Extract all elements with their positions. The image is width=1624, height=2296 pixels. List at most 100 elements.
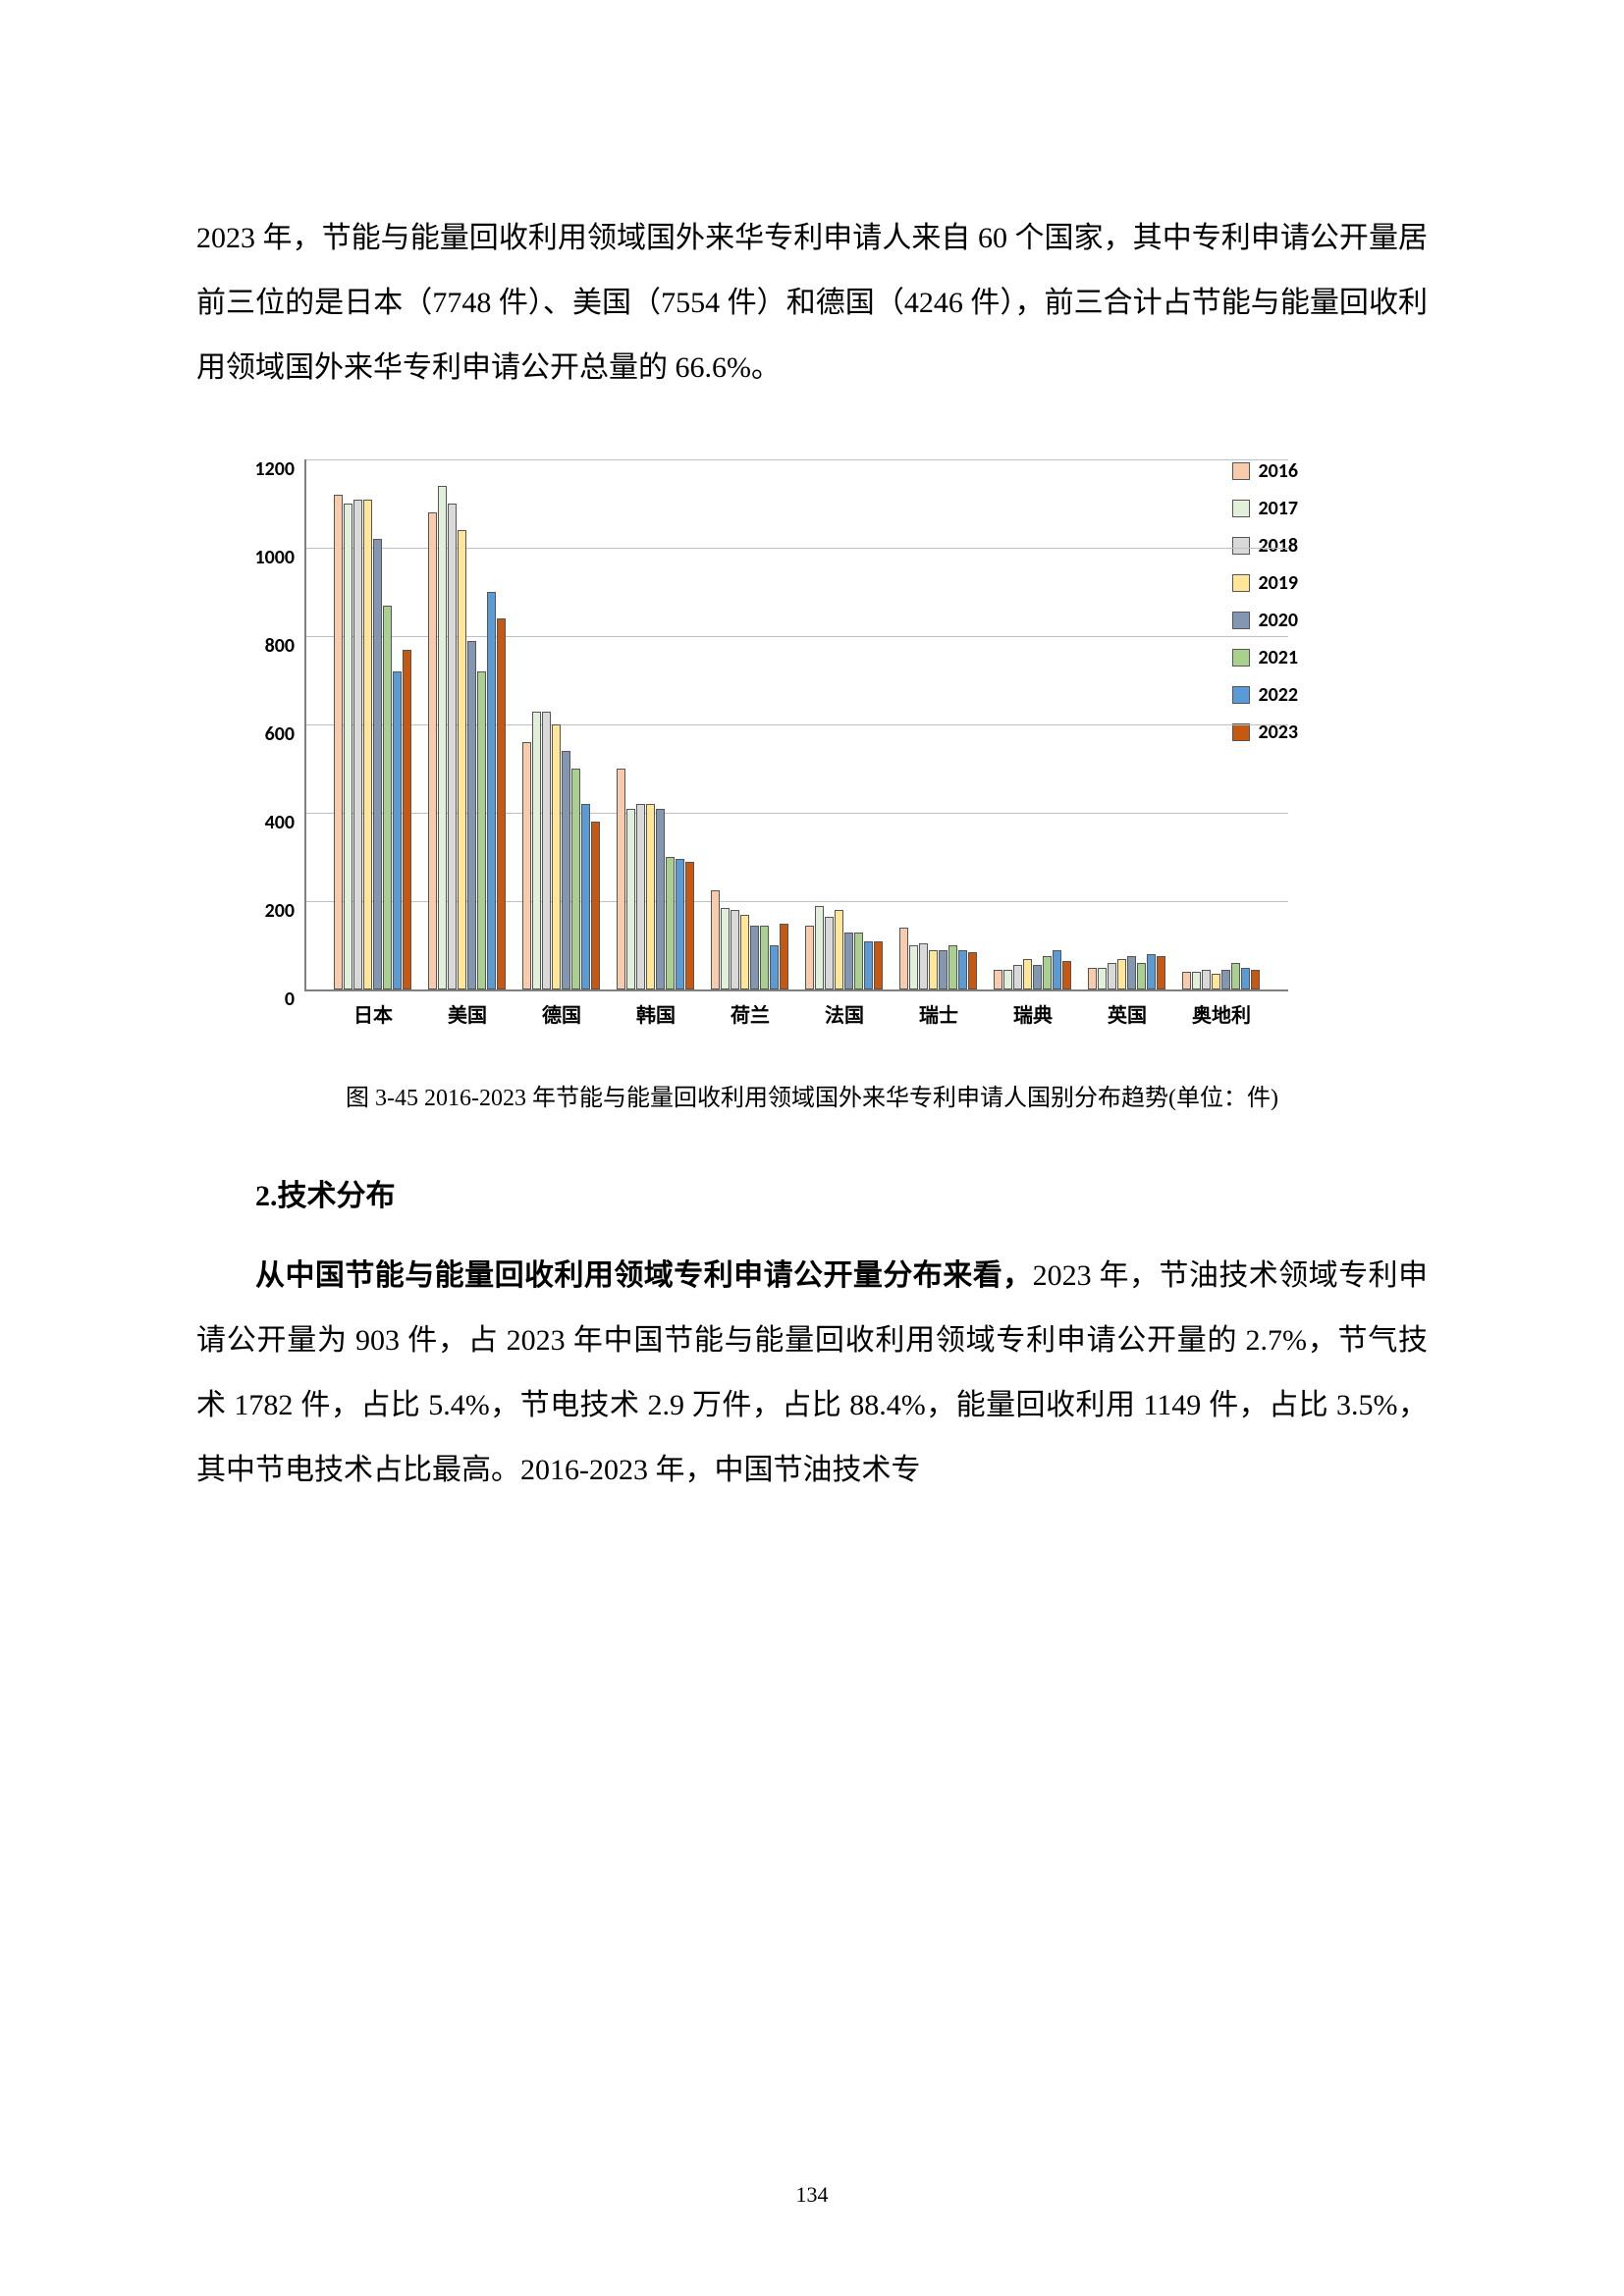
bar <box>929 950 938 990</box>
bar <box>428 512 437 989</box>
y-tick-label: 1000 <box>254 546 295 569</box>
bar <box>448 504 457 989</box>
bar <box>403 650 411 990</box>
bar <box>363 500 372 990</box>
bar <box>656 809 665 990</box>
bar <box>1192 972 1201 989</box>
bar-group <box>711 890 788 989</box>
bar <box>874 941 883 990</box>
bar-group <box>805 906 883 990</box>
bar <box>344 504 352 989</box>
legend-swatch <box>1232 462 1250 480</box>
bar <box>909 945 918 989</box>
plot-area: 20162017201820192020202120222023 0200400… <box>304 459 1288 991</box>
legend-item: 2021 <box>1232 646 1298 669</box>
bar <box>1053 950 1061 990</box>
bar <box>854 933 863 990</box>
legend-item: 2018 <box>1232 534 1298 558</box>
bar <box>1062 961 1071 989</box>
legend-swatch <box>1232 612 1250 629</box>
bar <box>487 592 496 989</box>
bar <box>626 809 635 990</box>
legend-swatch <box>1232 686 1250 704</box>
bar-group <box>1088 954 1165 989</box>
bar <box>760 926 769 989</box>
bar <box>899 928 908 989</box>
bar <box>676 859 684 989</box>
bar <box>1013 965 1022 989</box>
bar-group <box>899 928 977 989</box>
gridline <box>306 459 1288 460</box>
bar <box>721 908 730 989</box>
bar <box>591 822 600 989</box>
y-tick-label: 200 <box>265 899 295 923</box>
paragraph-1: 2023 年，节能与能量回收利用领域国外来华专利申请人来自 60 个国家，其中专… <box>196 206 1428 400</box>
legend-label: 2016 <box>1258 459 1298 483</box>
bar <box>780 924 788 990</box>
bar <box>562 751 570 989</box>
legend-label: 2021 <box>1258 646 1298 669</box>
legend-label: 2018 <box>1258 534 1298 558</box>
x-tick-label: 奥地利 <box>1192 999 1251 1028</box>
legend-swatch <box>1232 500 1250 517</box>
bar <box>571 769 580 989</box>
chart-container: 20162017201820192020202120222023 0200400… <box>196 440 1428 1112</box>
bar <box>532 712 541 990</box>
bar <box>552 724 561 989</box>
bar <box>948 945 957 989</box>
y-tick-label: 400 <box>265 811 295 834</box>
bar <box>864 941 873 990</box>
bar <box>1231 963 1240 989</box>
legend-swatch <box>1232 574 1250 592</box>
bar <box>383 606 392 990</box>
legend-item: 2017 <box>1232 497 1298 520</box>
y-tick-label: 1200 <box>254 457 295 481</box>
bar <box>438 486 447 989</box>
bar <box>1147 954 1156 989</box>
x-tick-label: 英国 <box>1108 999 1147 1028</box>
legend-label: 2022 <box>1258 683 1298 707</box>
bar <box>825 917 834 989</box>
page-number: 134 <box>0 2182 1624 2208</box>
legend-swatch <box>1232 537 1250 555</box>
bar-group <box>522 712 600 990</box>
bar <box>1212 974 1220 989</box>
page: 2023 年，节能与能量回收利用领域国外来华专利申请人来自 60 个国家，其中专… <box>0 0 1624 2296</box>
paragraph-2-rest: 2023 年，节油技术领域专利申请公开量为 903 件，占 2023 年中国节能… <box>196 1259 1428 1486</box>
bar <box>1117 959 1126 990</box>
bar <box>740 915 749 990</box>
bar <box>522 742 531 989</box>
bar <box>477 671 486 989</box>
bar <box>1202 970 1211 989</box>
bar <box>731 910 739 989</box>
bar <box>1088 968 1097 990</box>
bar <box>636 804 645 989</box>
bar <box>1108 963 1116 989</box>
bar <box>393 671 402 989</box>
y-tick-label: 800 <box>265 634 295 658</box>
bar <box>1221 970 1230 989</box>
chart-legend: 20162017201820192020202120222023 <box>1232 459 1298 758</box>
y-tick-label: 600 <box>265 722 295 746</box>
section-heading: 2.技术分布 <box>196 1171 1428 1214</box>
bar <box>711 890 720 989</box>
y-tick-label: 0 <box>285 988 295 1011</box>
bar-group <box>334 495 411 989</box>
bar <box>685 862 694 990</box>
bar <box>939 950 947 990</box>
legend-label: 2020 <box>1258 609 1298 632</box>
bar <box>805 926 814 989</box>
bar <box>844 933 853 990</box>
bar-chart: 20162017201820192020202120222023 0200400… <box>236 440 1316 1048</box>
bar <box>815 906 824 990</box>
bar <box>835 910 843 989</box>
bar-group <box>428 486 506 989</box>
bar <box>958 950 967 990</box>
bar <box>353 500 362 990</box>
legend-swatch <box>1232 723 1250 741</box>
bar-group <box>994 950 1071 990</box>
bar <box>1157 956 1165 989</box>
bar <box>968 952 977 989</box>
bar <box>581 804 590 989</box>
bar <box>1137 963 1146 989</box>
